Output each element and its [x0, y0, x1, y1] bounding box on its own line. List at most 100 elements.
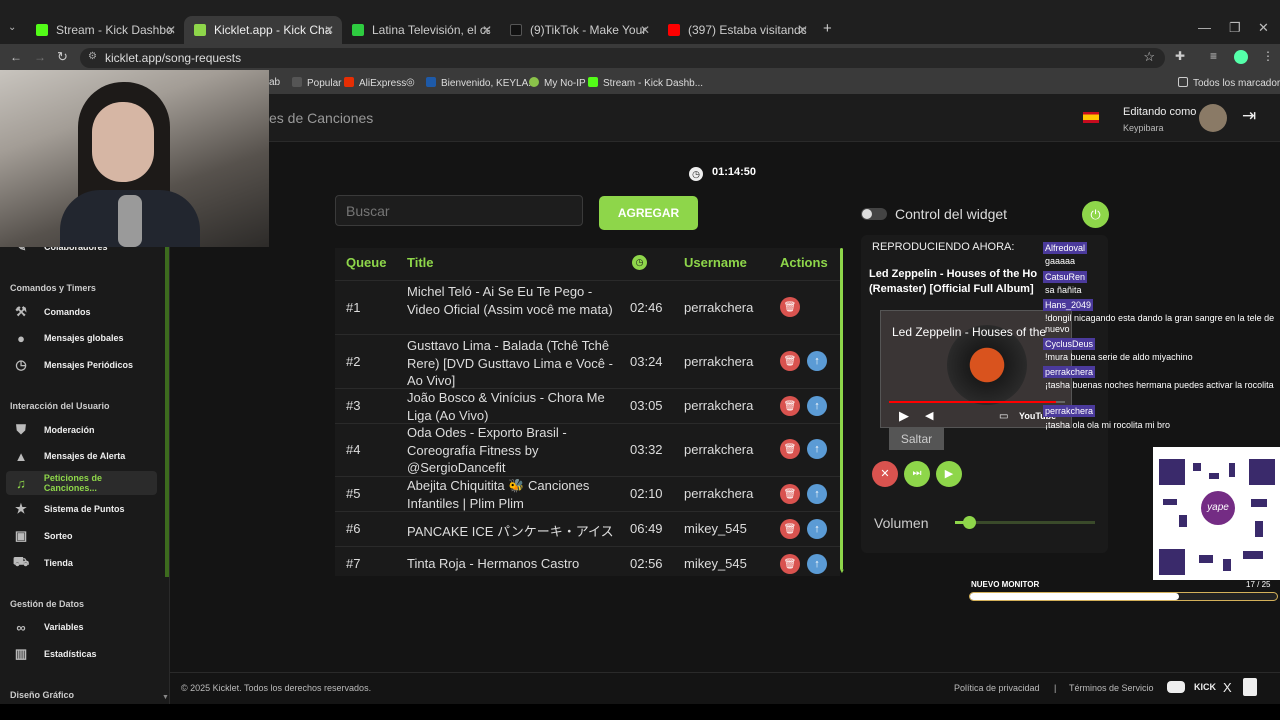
back-icon[interactable]: ←	[10, 50, 22, 64]
delete-button[interactable]: 🗑	[780, 554, 800, 574]
delete-button[interactable]: 🗑	[780, 396, 800, 416]
menu-icon[interactable]: ⋮	[1262, 49, 1274, 63]
profile-avatar[interactable]	[1234, 50, 1248, 64]
docs-icon[interactable]	[1243, 678, 1257, 696]
extensions-icon[interactable]: ✚	[1175, 49, 1186, 63]
delete-button[interactable]: 🗑	[780, 297, 800, 317]
queue-position: #5	[346, 486, 361, 501]
move-up-button[interactable]: ↑	[807, 519, 827, 539]
tab-1[interactable]: Kicklet.app - Kick Chatbot and✕	[184, 16, 342, 44]
captions-icon[interactable]: ▭	[999, 411, 1009, 422]
privacy-link[interactable]: Política de privacidad	[954, 683, 1040, 693]
sidebar-item-sorteo[interactable]: ▣ Sorteo	[6, 524, 157, 548]
column-header-username[interactable]: Username	[684, 255, 747, 270]
sidebar-scrollbar[interactable]	[165, 247, 169, 577]
media-icon[interactable]: ≡	[1210, 49, 1218, 63]
sidebar-item-label: Mensajes de Alerta	[44, 451, 126, 461]
table-row: #2 Gusttavo Lima - Balada (Tchê Tchê Rer…	[335, 334, 840, 388]
forward-icon[interactable]: →	[34, 50, 46, 64]
stop-button[interactable]: ✕	[872, 461, 898, 487]
bookmark-item[interactable]: My No-IP	[529, 77, 586, 89]
volume-slider[interactable]	[955, 516, 1095, 529]
maximize-button[interactable]: ❐	[1229, 20, 1241, 35]
sidebar-item-estadisticas[interactable]: ▥ Estadísticas	[6, 642, 157, 666]
tab-0[interactable]: Stream - Kick Dashboard✕	[26, 16, 184, 44]
column-header-queue[interactable]: Queue	[346, 255, 387, 270]
volume-knob[interactable]	[963, 516, 976, 529]
yape-logo: yape	[1201, 491, 1235, 525]
monitor-progress	[969, 592, 1278, 601]
sidebar-item-comandos[interactable]: ⚒ Comandos	[6, 300, 157, 324]
window-close-button[interactable]: ✕	[1258, 20, 1269, 35]
tab-2[interactable]: Latina Televisión, el canal 2 de✕	[342, 16, 500, 44]
sidebar-item-mensajes-globales[interactable]: ● Mensajes globales	[6, 326, 157, 350]
bookmark-item[interactable]: Stream - Kick Dashb...	[588, 77, 703, 89]
close-icon[interactable]: ✕	[481, 23, 492, 37]
tab-title: Stream - Kick Dashboard	[56, 23, 174, 37]
site-info-icon[interactable]: ⚙	[88, 51, 97, 62]
sidebar-item-tienda[interactable]: ⛟ Tienda	[6, 551, 157, 575]
youtube-logo[interactable]: YouTube	[1019, 411, 1057, 421]
video-progress-track[interactable]	[889, 401, 1065, 403]
new-tab-button[interactable]: +	[823, 20, 832, 37]
chat-message: ¡tasha ola ola mi rocolita mi bro	[1045, 420, 1171, 430]
close-icon[interactable]: ✕	[639, 23, 650, 37]
power-button[interactable]: ⏻	[1082, 201, 1109, 228]
reload-icon[interactable]: ↻	[57, 49, 68, 64]
delete-button[interactable]: 🗑	[780, 439, 800, 459]
move-up-button[interactable]: ↑	[807, 396, 827, 416]
duration-clock-icon: ◷	[632, 255, 647, 270]
add-button[interactable]: AGREGAR	[599, 196, 698, 230]
table-scrollbar[interactable]	[840, 248, 843, 570]
video-player[interactable]: Led Zeppelin - Houses of the ▶ ◀ ▭ YouTu…	[880, 310, 1072, 428]
delete-button[interactable]: 🗑	[780, 519, 800, 539]
bookmark-star-icon[interactable]: ☆	[1143, 49, 1155, 64]
bookmark-item[interactable]: Bienvenido, KEYLA...	[426, 77, 537, 89]
bookmark-item[interactable]: ab	[269, 77, 281, 88]
close-icon[interactable]: ✕	[165, 23, 176, 37]
search-input[interactable]	[335, 195, 583, 226]
sidebar-item-mensajes-periodicos[interactable]: ◷ Mensajes Periódicos	[6, 353, 157, 377]
delete-button[interactable]: 🗑	[780, 484, 800, 504]
discord-icon[interactable]	[1167, 681, 1185, 693]
play-button[interactable]: ▶	[936, 461, 962, 487]
volume-icon[interactable]: ◀	[925, 410, 934, 422]
column-header-title[interactable]: Title	[407, 255, 434, 270]
spain-flag-icon[interactable]	[1083, 112, 1099, 123]
widget-toggle[interactable]	[861, 208, 887, 220]
url-text: kicklet.app/song-requests	[105, 51, 242, 65]
bookmark-item[interactable]: AliExpress	[344, 77, 406, 89]
move-up-button[interactable]: ↑	[807, 554, 827, 574]
scroll-down-icon[interactable]: ▼	[162, 694, 169, 701]
chat-username: Hans_2049	[1043, 299, 1094, 311]
avatar[interactable]	[1199, 104, 1227, 132]
minimize-button[interactable]: —	[1198, 20, 1211, 35]
move-up-button[interactable]: ↑	[807, 484, 827, 504]
sidebar-item-peticiones-canciones[interactable]: ♫ Peticiones de Canciones...	[6, 471, 157, 495]
delete-button[interactable]: 🗑	[780, 351, 800, 371]
sidebar-item-variables[interactable]: ∞ Variables	[6, 615, 157, 639]
close-icon[interactable]: ✕	[797, 23, 808, 37]
tab-list-icon[interactable]: ⌄	[8, 22, 17, 33]
sidebar-item-moderacion[interactable]: ⛊ Moderación	[6, 418, 157, 442]
sidebar-item-sistema-puntos[interactable]: ★ Sistema de Puntos	[6, 497, 157, 521]
bookmarks-bar: ab Popular AliExpress ◎ Bienvenido, KEYL…	[0, 72, 1280, 94]
logout-icon[interactable]: ⇥	[1242, 106, 1257, 125]
globe-icon[interactable]: ◎	[406, 77, 415, 88]
terms-link[interactable]: Términos de Servicio	[1069, 683, 1154, 693]
bookmark-item[interactable]: Popular	[292, 77, 341, 89]
tab-3[interactable]: (9)TikTok - Make Your Day✕	[500, 16, 658, 44]
url-field[interactable]: ⚙ kicklet.app/song-requests ☆	[80, 48, 1165, 68]
webcam-microphone	[118, 195, 142, 247]
move-up-button[interactable]: ↑	[807, 439, 827, 459]
play-icon[interactable]: ▶	[899, 408, 909, 423]
tab-4[interactable]: (397) Estaba visitando Corea de✕	[658, 16, 816, 44]
sidebar-item-mensajes-alerta[interactable]: ▲ Mensajes de Alerta	[6, 444, 157, 468]
scroll-down-icon[interactable]: ▼	[839, 569, 845, 575]
x-link[interactable]: X	[1223, 680, 1232, 695]
kick-link[interactable]: KICK	[1194, 682, 1216, 692]
move-up-button[interactable]: ↑	[807, 351, 827, 371]
close-icon[interactable]: ✕	[323, 23, 334, 37]
skip-button[interactable]: ⏭	[904, 461, 930, 487]
